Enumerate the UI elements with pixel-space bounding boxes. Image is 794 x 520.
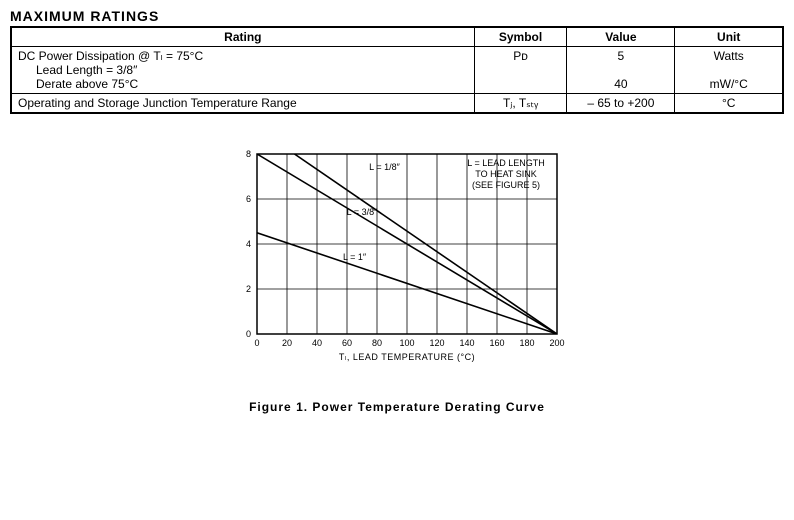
rating-line: Derate above 75°C: [18, 77, 468, 91]
svg-text:0: 0: [254, 338, 259, 348]
table-row: Operating and Storage Junction Temperatu…: [11, 94, 783, 114]
rating-line: DC Power Dissipation @ Tₗ = 75°C: [18, 49, 203, 63]
th-rating: Rating: [11, 27, 474, 47]
svg-text:200: 200: [549, 338, 564, 348]
svg-text:120: 120: [429, 338, 444, 348]
cell-rating: Operating and Storage Junction Temperatu…: [11, 94, 474, 114]
cell-unit: °C: [675, 94, 783, 114]
svg-text:80: 80: [372, 338, 382, 348]
table-row: DC Power Dissipation @ Tₗ = 75°C Lead Le…: [11, 47, 783, 94]
svg-text:2: 2: [246, 284, 251, 294]
th-symbol: Symbol: [474, 27, 567, 47]
cell-symbol: Tⱼ, Tₛₜᵧ: [474, 94, 567, 114]
th-unit: Unit: [675, 27, 783, 47]
svg-text:100: 100: [399, 338, 414, 348]
svg-text:L = 1/8″: L = 1/8″: [369, 162, 400, 172]
svg-text:Tₗ, LEAD TEMPERATURE (°C): Tₗ, LEAD TEMPERATURE (°C): [339, 352, 475, 362]
svg-text:TO HEAT SINK: TO HEAT SINK: [475, 169, 537, 179]
cell-value: 5 40: [567, 47, 675, 94]
value-line: 40: [614, 77, 627, 91]
figure-wrap: 0 20 40 60 80 100 120 140 160 180 200 0 2 4 6 8 Tₗ, LEAD…: [10, 144, 784, 414]
svg-text:160: 160: [489, 338, 504, 348]
unit-line: mW/°C: [710, 77, 748, 91]
section-title: MAXIMUM RATINGS: [10, 8, 784, 24]
ratings-table: Rating Symbol Value Unit DC Power Dissip…: [10, 26, 784, 114]
cell-symbol: Pᴅ: [474, 47, 567, 94]
figure-caption: Figure 1. Power Temperature Derating Cur…: [10, 400, 784, 414]
table-header-row: Rating Symbol Value Unit: [11, 27, 783, 47]
svg-text:8: 8: [246, 149, 251, 159]
svg-text:0: 0: [246, 329, 251, 339]
svg-text:60: 60: [342, 338, 352, 348]
svg-text:L = LEAD LENGTH: L = LEAD LENGTH: [467, 158, 544, 168]
value-line: 5: [618, 49, 625, 63]
svg-text:180: 180: [519, 338, 534, 348]
derating-chart: 0 20 40 60 80 100 120 140 160 180 200 0 2 4 6 8 Tₗ, LEAD…: [217, 144, 577, 394]
rating-line: Lead Length = 3/8″: [18, 63, 468, 77]
svg-text:L = 1″: L = 1″: [343, 252, 367, 262]
svg-text:20: 20: [282, 338, 292, 348]
svg-text:140: 140: [459, 338, 474, 348]
cell-unit: Watts mW/°C: [675, 47, 783, 94]
unit-line: Watts: [714, 49, 744, 63]
svg-text:6: 6: [246, 194, 251, 204]
svg-text:4: 4: [246, 239, 251, 249]
svg-text:40: 40: [312, 338, 322, 348]
svg-text:L = 3/8″: L = 3/8″: [347, 207, 378, 217]
cell-value: – 65 to +200: [567, 94, 675, 114]
svg-text:(SEE FIGURE 5): (SEE FIGURE 5): [472, 180, 540, 190]
th-value: Value: [567, 27, 675, 47]
cell-rating: DC Power Dissipation @ Tₗ = 75°C Lead Le…: [11, 47, 474, 94]
